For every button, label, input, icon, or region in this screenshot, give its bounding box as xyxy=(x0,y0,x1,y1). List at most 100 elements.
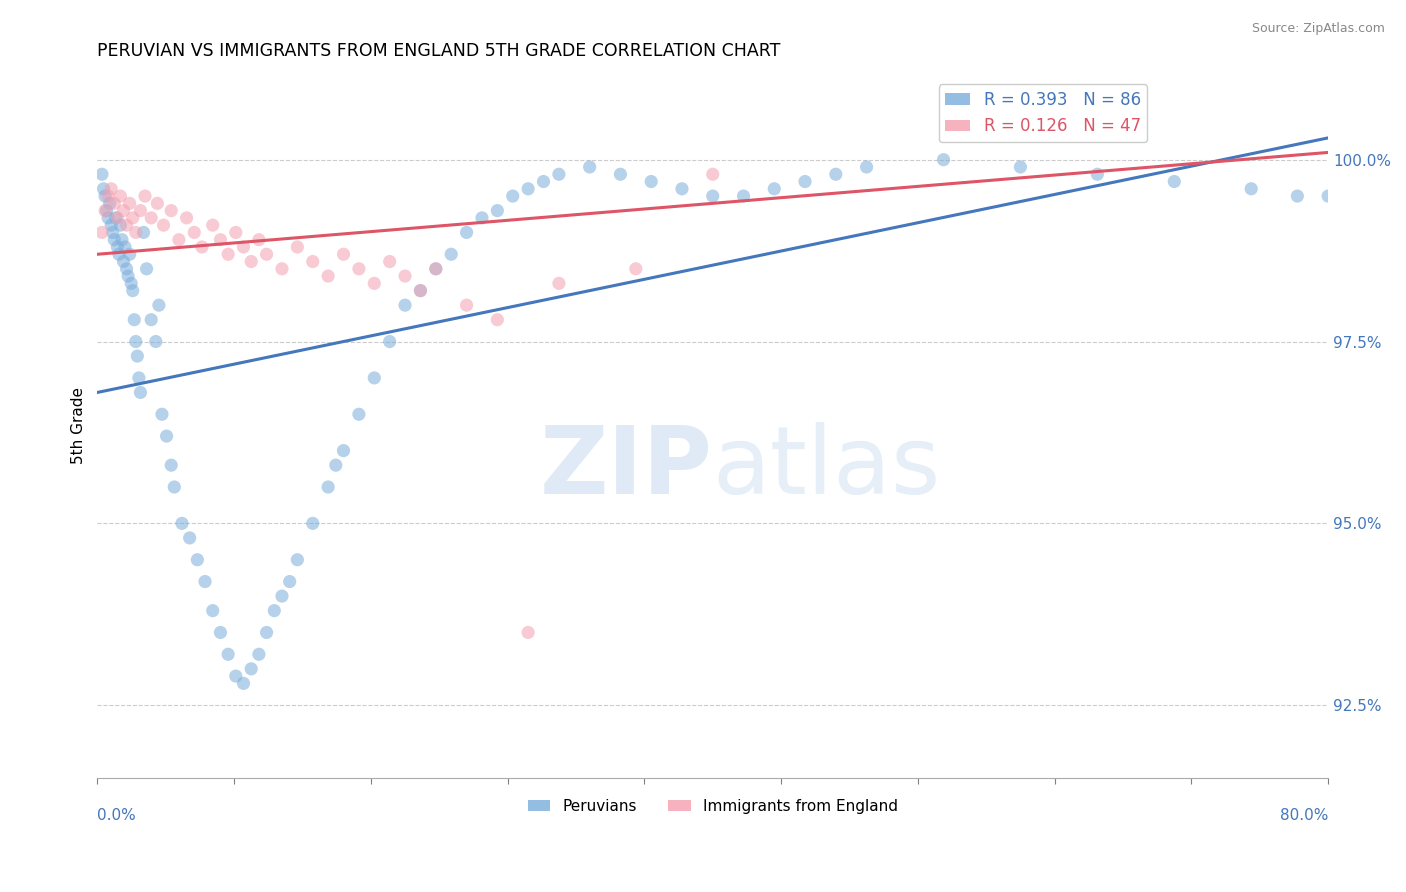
Point xyxy=(194,574,217,589)
Point xyxy=(135,261,157,276)
Point xyxy=(112,254,135,268)
Point xyxy=(183,226,205,240)
Point xyxy=(146,196,169,211)
Point xyxy=(111,233,134,247)
Text: 80.0%: 80.0% xyxy=(1279,808,1329,823)
Point xyxy=(394,298,416,312)
Point xyxy=(486,203,509,218)
Point xyxy=(1163,175,1185,189)
Point xyxy=(316,480,339,494)
Point xyxy=(409,284,432,298)
Point xyxy=(624,261,647,276)
Point xyxy=(347,261,370,276)
Point xyxy=(179,531,201,545)
Point xyxy=(124,312,146,326)
Text: Source: ZipAtlas.com: Source: ZipAtlas.com xyxy=(1251,22,1385,36)
Point xyxy=(103,196,125,211)
Point xyxy=(855,160,877,174)
Point xyxy=(112,203,135,218)
Point xyxy=(108,247,131,261)
Point xyxy=(271,589,294,603)
Point xyxy=(256,247,278,261)
Point xyxy=(96,203,118,218)
Point xyxy=(517,182,540,196)
Point xyxy=(240,662,263,676)
Point xyxy=(145,334,167,349)
Point xyxy=(824,167,846,181)
Point xyxy=(105,211,128,225)
Point xyxy=(91,167,114,181)
Point xyxy=(155,429,177,443)
Y-axis label: 5th Grade: 5th Grade xyxy=(72,386,86,464)
Point xyxy=(425,261,447,276)
Point xyxy=(98,196,121,211)
Point xyxy=(176,211,198,225)
Point xyxy=(121,211,143,225)
Point xyxy=(125,226,148,240)
Point xyxy=(103,233,125,247)
Point xyxy=(332,443,354,458)
Point xyxy=(640,175,662,189)
Point xyxy=(548,167,571,181)
Point xyxy=(702,189,724,203)
Point xyxy=(247,647,270,661)
Point xyxy=(517,625,540,640)
Point xyxy=(134,189,156,203)
Point xyxy=(118,196,141,211)
Point xyxy=(170,516,193,531)
Point xyxy=(932,153,955,167)
Point xyxy=(733,189,755,203)
Point xyxy=(232,240,254,254)
Point xyxy=(456,226,478,240)
Point xyxy=(1286,189,1309,203)
Point xyxy=(316,269,339,284)
Point xyxy=(117,269,139,284)
Point xyxy=(141,312,163,326)
Point xyxy=(285,552,308,566)
Point xyxy=(609,167,631,181)
Point xyxy=(110,189,132,203)
Point xyxy=(794,175,817,189)
Point xyxy=(150,407,173,421)
Point xyxy=(209,625,232,640)
Point xyxy=(209,233,232,247)
Point xyxy=(278,574,301,589)
Point xyxy=(160,458,183,473)
Point xyxy=(132,226,155,240)
Point xyxy=(301,254,323,268)
Point xyxy=(225,226,247,240)
Point xyxy=(100,218,122,232)
Point xyxy=(486,312,509,326)
Point xyxy=(191,240,214,254)
Point xyxy=(702,167,724,181)
Point xyxy=(285,240,308,254)
Point xyxy=(217,247,239,261)
Point xyxy=(201,604,224,618)
Point xyxy=(118,247,141,261)
Point xyxy=(186,552,208,566)
Point xyxy=(232,676,254,690)
Point xyxy=(97,189,120,203)
Point xyxy=(578,160,600,174)
Point xyxy=(1317,189,1340,203)
Point xyxy=(97,211,120,225)
Point xyxy=(127,349,149,363)
Point xyxy=(263,604,285,618)
Point xyxy=(1010,160,1032,174)
Point xyxy=(110,218,132,232)
Text: ZIP: ZIP xyxy=(540,422,713,514)
Text: 0.0%: 0.0% xyxy=(97,808,136,823)
Point xyxy=(225,669,247,683)
Point xyxy=(425,261,447,276)
Point xyxy=(104,211,127,225)
Point xyxy=(1240,182,1263,196)
Point xyxy=(129,385,152,400)
Point xyxy=(456,298,478,312)
Point xyxy=(141,211,163,225)
Point xyxy=(217,647,239,661)
Point xyxy=(94,203,117,218)
Point xyxy=(409,284,432,298)
Point xyxy=(763,182,786,196)
Point xyxy=(93,182,115,196)
Point xyxy=(378,254,401,268)
